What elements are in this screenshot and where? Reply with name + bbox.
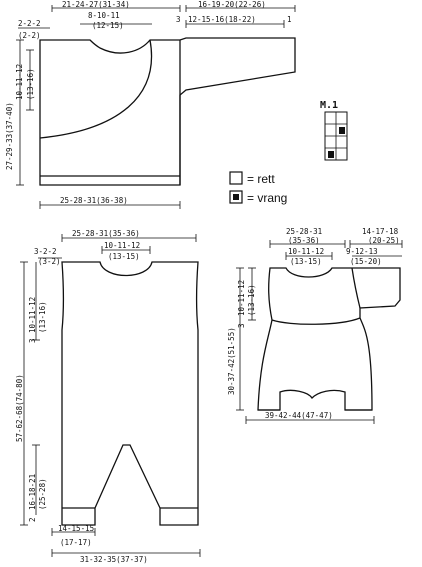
overalls-top-total: 25-28-31(35-36) bbox=[72, 229, 140, 238]
jacket-top-left-1: 2-2-2 bbox=[18, 19, 41, 28]
legend-knit-box bbox=[229, 171, 243, 185]
jacket-front-curve bbox=[39, 39, 153, 139]
jacket-top-body: 21-24-27(31-34) bbox=[62, 0, 130, 9]
romper-sleeve-seam bbox=[351, 267, 361, 309]
romper-diagram: 25-28-31 (35-36) 14-17-18 (20-25) 10-11-… bbox=[227, 227, 403, 424]
overalls-left-upper-2: (13-16) bbox=[38, 301, 47, 333]
jacket-left-total: 27-29-33(37-40) bbox=[5, 102, 14, 170]
romper-sleeve-inner-2: (15-20) bbox=[350, 257, 382, 266]
overalls-left-lower-2: (25-28) bbox=[38, 478, 47, 510]
overalls-upper-num: 3 bbox=[28, 338, 37, 343]
jacket-left-upper-1: 10-11-12 bbox=[15, 64, 24, 100]
chart-cell-purl bbox=[328, 151, 334, 158]
overalls-bottom-total: 31-32-35(37-37) bbox=[80, 555, 148, 564]
romper-bodice-line bbox=[271, 317, 361, 325]
chart-cell-purl bbox=[339, 127, 345, 134]
jacket-top-left-2: (2-2) bbox=[18, 31, 41, 40]
romper-bottom-width: 39-42-44(47-47) bbox=[265, 411, 333, 420]
jacket-left-upper-2: (13-16) bbox=[26, 68, 35, 100]
romper-left-total: 30-37-42(51-55) bbox=[227, 327, 236, 395]
overalls-neck-1: 10-11-12 bbox=[104, 241, 140, 250]
overalls-neck-2: (13-15) bbox=[108, 252, 140, 261]
romper-neck-1: 10-11-12 bbox=[288, 247, 324, 256]
romper-left-upper-2: (13-16) bbox=[247, 284, 256, 316]
jacket-neck-width-2: (12-15) bbox=[92, 21, 124, 30]
chart-legend: M.1 = rett = vrang bbox=[229, 100, 348, 205]
overalls-diagram: 25-28-31(35-36) 10-11-12 (13-15) 3-2-2 (… bbox=[15, 229, 201, 564]
jacket-marker-3: 3 bbox=[176, 15, 181, 24]
overalls-left-total: 57-62-68(74-80) bbox=[15, 374, 24, 442]
romper-outline bbox=[257, 267, 401, 411]
jacket-neck-width: 8-10-11 bbox=[88, 11, 120, 20]
jacket-marker-1: 1 bbox=[287, 15, 292, 24]
chart-title: M.1 bbox=[320, 100, 338, 111]
overalls-top-left-2: (3-2) bbox=[38, 257, 61, 266]
overalls-lower-num: 2 bbox=[28, 517, 37, 522]
jacket-diagram: 2-2-2 (2-2) 21-24-27(31-34) 8-10-11 (12-… bbox=[5, 0, 296, 209]
jacket-bottom-width: 25-28-31(36-38) bbox=[60, 196, 128, 205]
romper-top-sleeve-1: 14-17-18 bbox=[362, 227, 399, 236]
romper-top-sleeve-2: (20-25) bbox=[368, 236, 400, 245]
jacket-body-outline bbox=[39, 37, 296, 186]
romper-neck-2: (13-15) bbox=[290, 257, 322, 266]
overalls-outline bbox=[61, 261, 199, 526]
romper-sleeve-inner-1: 9-12-13 bbox=[346, 247, 378, 256]
legend-knit-label: = rett bbox=[247, 172, 275, 186]
romper-top-body-2: (35-36) bbox=[288, 236, 320, 245]
romper-left-upper-1: 10-11-12 bbox=[237, 280, 246, 316]
jacket-sleeve-top: 16-19-20(22-26) bbox=[198, 0, 266, 9]
chart-m1-grid bbox=[324, 111, 348, 161]
overalls-left-lower-1: 16-18-21 bbox=[28, 474, 37, 510]
legend-purl-label: = vrang bbox=[247, 191, 287, 205]
overalls-leg-width-1: 14-15-15 bbox=[58, 524, 94, 533]
overalls-left-upper-1: 10-11-12 bbox=[28, 297, 37, 333]
overalls-top-left-1: 3-2-2 bbox=[34, 247, 57, 256]
romper-top-body-1: 25-28-31 bbox=[286, 227, 322, 236]
overalls-leg-width-2: (17-17) bbox=[60, 538, 92, 547]
romper-upper-num: 3 bbox=[237, 323, 246, 328]
jacket-sleeve-inner: 12-15-16(18-22) bbox=[188, 15, 256, 24]
